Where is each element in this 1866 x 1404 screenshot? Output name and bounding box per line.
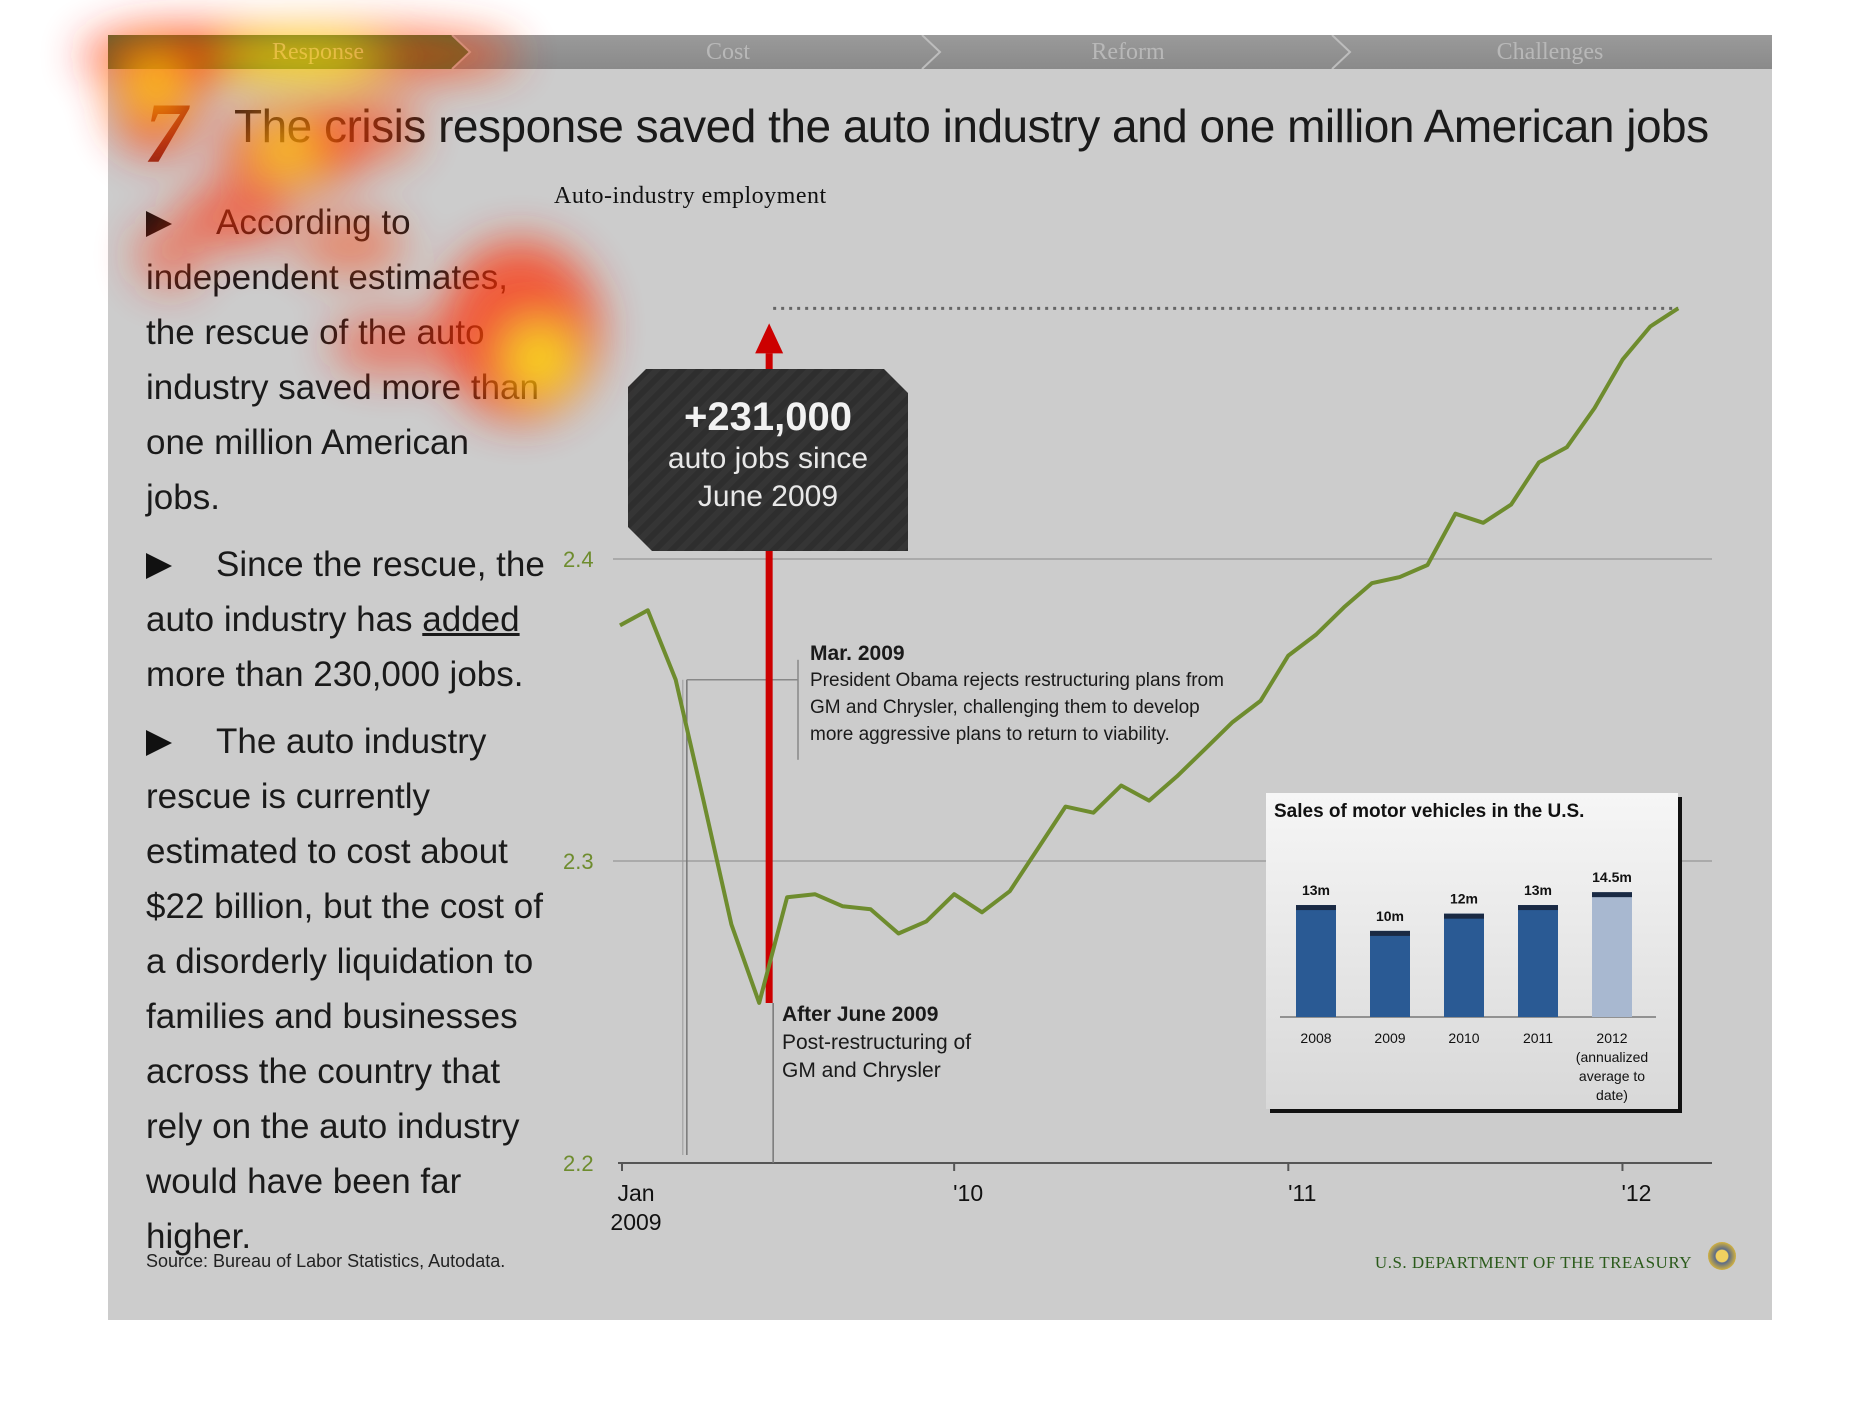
y-tick-label: 2.4 (563, 547, 594, 572)
bullet-text: more than 230,000 jobs. (146, 655, 524, 694)
triangle-bullet-icon (146, 730, 172, 756)
sales-bar-cap (1370, 930, 1410, 936)
callout-line-2: June 2009 (697, 480, 839, 513)
x-tick-label: '12 (1621, 1180, 1651, 1206)
bar-value-label: 12m (1450, 891, 1478, 907)
bar-category-label: 2009 (1374, 1030, 1405, 1046)
bar-value-label: 13m (1302, 882, 1330, 898)
bar-value-label: 14.5m (1592, 869, 1632, 885)
annotation-mar-2009: Mar. 2009 President Obama rejects restru… (810, 640, 1224, 748)
annotation-heading: Mar. 2009 (810, 642, 905, 665)
bar-value-label: 10m (1376, 908, 1404, 924)
nav-tab-challenges[interactable]: Challenges (1496, 39, 1604, 65)
bullet-2: Since the rescue, the auto industry has … (146, 537, 546, 702)
bar-category-label: 2008 (1300, 1030, 1331, 1046)
bar-category-label: 2012 (1596, 1030, 1627, 1046)
sales-bar (1296, 905, 1336, 1017)
x-tick-label: '11 (1288, 1180, 1316, 1206)
annotation-line: more aggressive plans to return to viabi… (810, 724, 1170, 745)
chart-subtitle: Auto-industry employment (554, 183, 827, 209)
bar-category-label: date) (1596, 1087, 1628, 1103)
page-title: The crisis response saved the auto indus… (234, 100, 1709, 152)
bar-category-label: average to (1579, 1068, 1645, 1084)
source-note: Source: Bureau of Labor Statistics, Auto… (146, 1251, 506, 1271)
sales-bar-cap (1518, 905, 1558, 911)
treasury-seal-icon (1708, 1242, 1736, 1270)
nav-chevron-icon (1331, 35, 1352, 69)
sales-bar-cap (1296, 905, 1336, 911)
bar-category-label: 2010 (1448, 1030, 1479, 1046)
x-tick-label: '10 (953, 1180, 983, 1206)
nav-tab-reform[interactable]: Reform (1091, 39, 1165, 65)
bar-category-label: (annualized (1576, 1049, 1648, 1065)
sales-bar (1592, 892, 1632, 1017)
slide: Response Cost Reform Challenges 7 The cr… (108, 35, 1772, 1320)
sales-bar (1370, 930, 1410, 1017)
annotation-line: Post-restructuring of (782, 1031, 972, 1054)
bullet-underlined-word: added (422, 600, 520, 639)
jobs-callout-box: +231,000 auto jobs since June 2009 (628, 369, 908, 551)
bullet-text: Since the rescue, the auto industry has (146, 545, 545, 639)
sales-bar-cap (1592, 892, 1632, 898)
inset-title: Sales of motor vehicles in the U.S. (1274, 801, 1585, 822)
bar-category-label: 2011 (1523, 1030, 1553, 1046)
x-tick-label: Jan (617, 1180, 654, 1206)
increase-arrow-head-icon (755, 323, 784, 354)
annotation-after-june-2009: After June 2009 Post-restructuring of GM… (782, 1001, 971, 1085)
y-tick-label: 2.3 (563, 849, 594, 874)
callout-number: +231,000 (684, 395, 852, 439)
annotation-line: GM and Chrysler (782, 1059, 941, 1082)
x-tick-sublabel: 2009 (610, 1209, 661, 1235)
callout-line-1: auto jobs since (667, 442, 869, 475)
annotation-line: President Obama rejects restructuring pl… (810, 670, 1224, 691)
annotation-line: GM and Chrysler, challenging them to dev… (810, 697, 1200, 718)
annotation-heading: After June 2009 (782, 1003, 939, 1026)
bullet-text: The auto industry rescue is currently es… (146, 722, 543, 1256)
sales-bar-cap (1444, 913, 1484, 919)
y-tick-label: 2.2 (563, 1151, 594, 1176)
sales-inset-chart: Sales of motor vehicles in the U.S. 13m 2… (1266, 793, 1678, 1109)
bullet-3: The auto industry rescue is currently es… (146, 714, 546, 1264)
treasury-footer: U.S. DEPARTMENT OF THE TREASURY (1374, 1253, 1692, 1272)
nav-tab-cost[interactable]: Cost (705, 39, 750, 65)
triangle-bullet-icon (146, 553, 172, 579)
bar-value-label: 13m (1524, 882, 1552, 898)
sales-bar (1518, 905, 1558, 1017)
sales-bar (1444, 913, 1484, 1017)
nav-chevron-icon (921, 35, 942, 69)
